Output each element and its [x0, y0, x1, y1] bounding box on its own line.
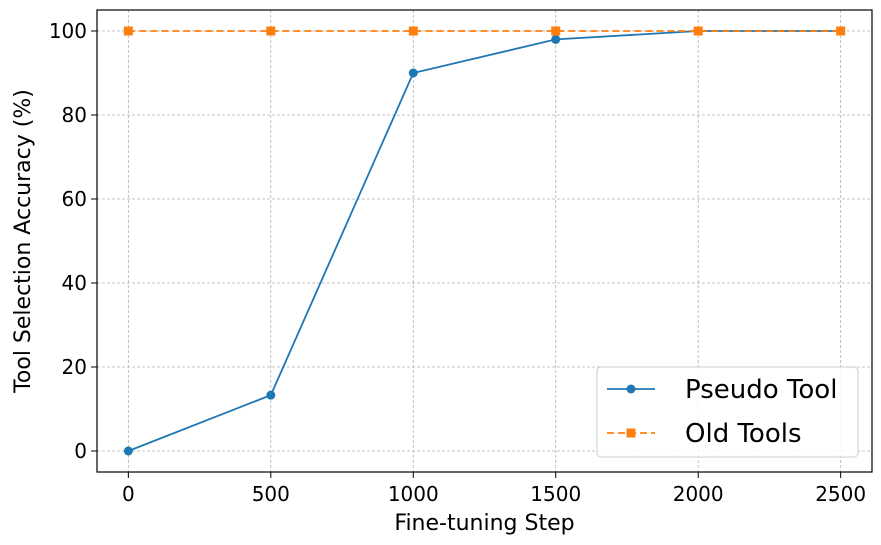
series-old-tools [123, 26, 846, 36]
x-axis-ticks: 0 500 1000 1500 2000 2500 [122, 472, 866, 506]
data-point [266, 26, 276, 36]
legend-item: Pseudo Tool [607, 375, 837, 405]
legend-box [596, 366, 859, 458]
series-layer [123, 26, 846, 456]
x-tick-label: 1000 [388, 482, 439, 506]
plot-frame [96, 9, 873, 473]
y-axis-ticks: 0 20 40 60 80 100 [49, 19, 97, 463]
x-tick-label: 1500 [530, 482, 581, 506]
x-tick-label: 2500 [815, 482, 866, 506]
y-tick-label: 40 [62, 271, 87, 295]
data-point [551, 34, 561, 44]
y-tick-label: 20 [62, 355, 87, 379]
data-point [408, 68, 418, 78]
data-point [123, 26, 133, 36]
legend-item: Old Tools [607, 419, 802, 449]
legend-label: Old Tools [685, 419, 802, 449]
data-point [408, 26, 418, 36]
data-point [551, 26, 561, 36]
y-tick-label: 0 [74, 439, 87, 463]
legend-marker [626, 384, 636, 394]
legend: Pseudo Tool Old Tools [596, 366, 859, 458]
x-tick-label: 500 [252, 482, 290, 506]
x-tick-label: 2000 [673, 482, 724, 506]
data-point [693, 26, 703, 36]
x-tick-label: 0 [122, 482, 135, 506]
y-tick-label: 100 [49, 19, 87, 43]
y-axis-title: Tool Selection Accuracy (%) [11, 89, 36, 394]
legend-marker [626, 428, 636, 438]
y-tick-label: 60 [62, 187, 87, 211]
series-line-pseudo-tool [128, 30, 841, 452]
data-point [123, 446, 133, 456]
legend-label: Pseudo Tool [685, 375, 837, 405]
data-point [266, 390, 276, 400]
x-axis-title: Fine-tuning Step [394, 511, 574, 536]
data-point [836, 26, 846, 36]
series-pseudo-tool [123, 26, 846, 456]
y-tick-label: 80 [62, 103, 87, 127]
